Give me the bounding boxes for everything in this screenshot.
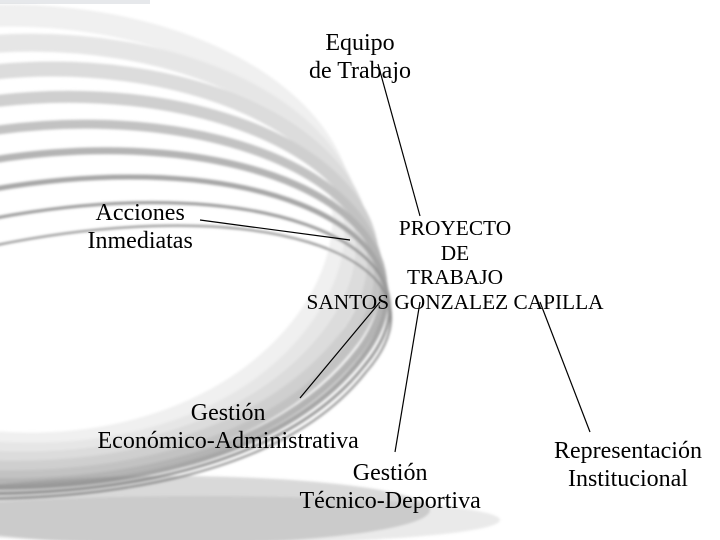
diagram-stage: PROYECTO DE TRABAJO SANTOS GONZALEZ CAPI… [0, 0, 720, 540]
connector-equipo [378, 64, 420, 216]
node-equipo: Equipo de Trabajo [309, 30, 411, 85]
connector-economico [300, 302, 380, 398]
node-acciones: Acciones Inmediatas [88, 200, 193, 255]
connector-represent [540, 302, 590, 432]
node-tecnico: Gestión Técnico-Deportiva [300, 460, 481, 515]
connector-tecnico [395, 302, 420, 452]
center-node: PROYECTO DE TRABAJO SANTOS GONZALEZ CAPI… [307, 216, 604, 314]
node-represent: Representación Institucional [554, 438, 702, 493]
node-economico: Gestión Económico-Administrativa [98, 400, 359, 455]
